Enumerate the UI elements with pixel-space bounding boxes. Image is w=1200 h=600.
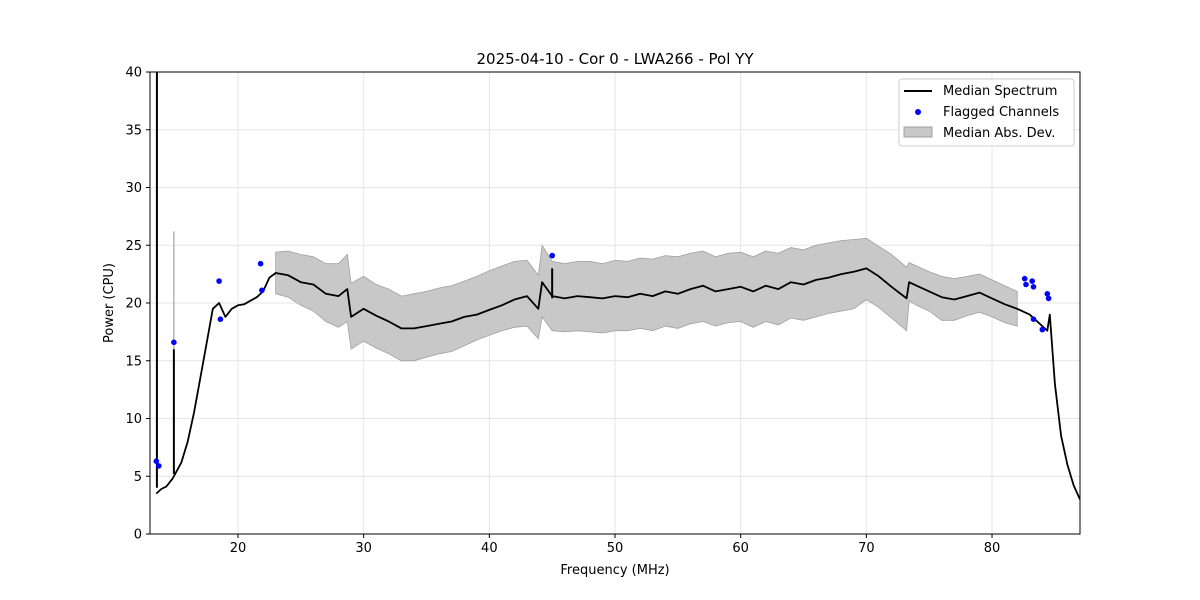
y-axis: 0 5 10 15 20 25 30 35 40 bbox=[125, 66, 150, 543]
legend-label-flagged: Flagged Channels bbox=[943, 105, 1059, 120]
legend-label-mad: Median Abs. Dev. bbox=[943, 126, 1055, 141]
y-tick-label: 15 bbox=[125, 354, 142, 369]
x-tick-label: 70 bbox=[858, 541, 875, 556]
x-tick-label: 80 bbox=[984, 541, 1001, 556]
flagged-channel-point bbox=[257, 260, 264, 267]
flagged-channel-point bbox=[1029, 278, 1035, 284]
chart-title: 2025-04-10 - Cor 0 - LWA266 - Pol YY bbox=[477, 50, 755, 68]
y-tick-label: 10 bbox=[125, 412, 142, 427]
flagged-channel-point bbox=[1045, 295, 1052, 302]
flagged-channel-point bbox=[1023, 281, 1029, 288]
y-tick-label: 35 bbox=[125, 123, 142, 138]
flagged-channel-point bbox=[1039, 326, 1046, 333]
flagged-channel-point bbox=[1021, 275, 1028, 282]
legend-dot-swatch bbox=[915, 109, 921, 115]
flagged-channel-point bbox=[171, 339, 177, 346]
median-spectrum-line bbox=[155, 267, 1080, 500]
x-tick-label: 40 bbox=[481, 541, 498, 556]
x-tick-label: 30 bbox=[355, 541, 372, 556]
legend-box bbox=[898, 78, 1075, 147]
flagged-channel-point bbox=[1030, 316, 1037, 323]
flagged-channel-point bbox=[549, 252, 555, 259]
flagged-channel-point bbox=[1044, 291, 1051, 297]
x-tick-label: 60 bbox=[732, 541, 749, 556]
y-tick-label: 20 bbox=[125, 297, 142, 312]
legend-fill-swatch bbox=[903, 126, 933, 138]
y-tick-label: 5 bbox=[134, 470, 142, 485]
y-tick-label: 30 bbox=[125, 181, 142, 196]
flagged-channel-point bbox=[217, 316, 224, 323]
legend: Median Spectrum Flagged Channels Median … bbox=[898, 78, 1075, 147]
x-axis: 20 30 40 50 60 70 80 bbox=[230, 534, 1001, 556]
y-tick-label: 40 bbox=[125, 66, 142, 81]
flagged-channel-point bbox=[1030, 284, 1037, 290]
mad-band bbox=[275, 237, 1018, 362]
y-tick-label: 0 bbox=[134, 528, 142, 543]
flagged-channel-point bbox=[216, 278, 222, 284]
legend-label-median: Median Spectrum bbox=[943, 84, 1057, 99]
y-axis-label: Power (CPU) bbox=[102, 263, 117, 343]
x-tick-label: 20 bbox=[230, 541, 247, 556]
flagged-channel-point bbox=[259, 287, 265, 294]
flagged-channel-point bbox=[156, 463, 162, 469]
flagged-channel-point bbox=[153, 458, 160, 465]
x-axis-label: Frequency (MHz) bbox=[560, 563, 669, 578]
y-tick-label: 25 bbox=[125, 239, 142, 254]
x-tick-label: 50 bbox=[607, 541, 624, 556]
plot-area bbox=[153, 72, 1080, 500]
